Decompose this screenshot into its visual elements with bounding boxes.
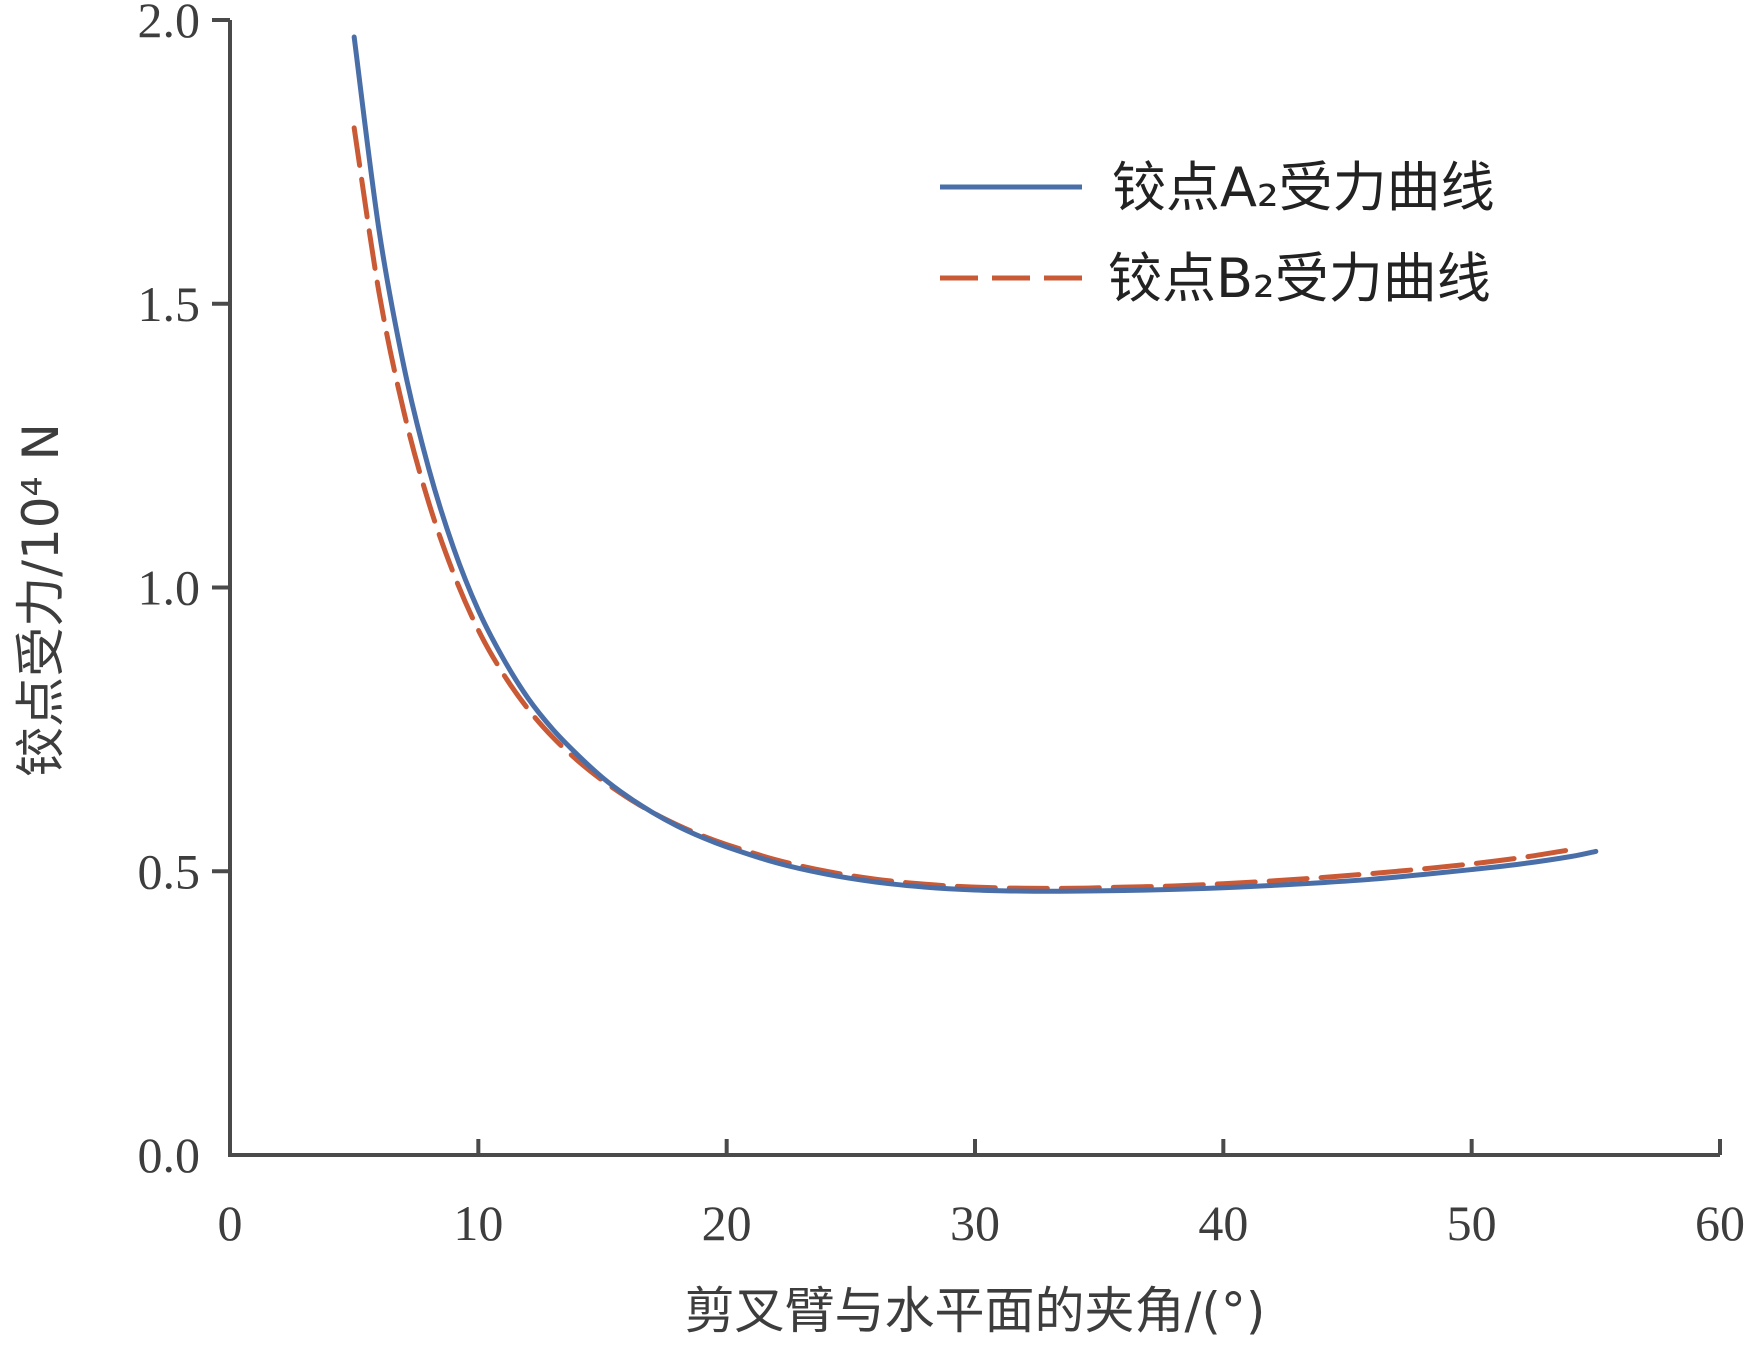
x-tick-label: 50 bbox=[1447, 1195, 1497, 1251]
series-line-b2 bbox=[351, 125, 1574, 891]
x-tick-label: 60 bbox=[1695, 1195, 1745, 1251]
legend: 铰点A₂受力曲线 铰点B₂受力曲线 bbox=[940, 156, 1495, 310]
y-tick-label: 0.5 bbox=[138, 843, 201, 899]
x-tick-label: 10 bbox=[453, 1195, 503, 1251]
x-tick-label: 20 bbox=[702, 1195, 752, 1251]
ticks bbox=[212, 18, 1722, 1155]
y-tick-label: 0.0 bbox=[138, 1127, 201, 1183]
x-tick-label: 30 bbox=[950, 1195, 1000, 1251]
axes bbox=[228, 20, 1720, 1157]
y-axis-title: 铰点受力/10⁴ N bbox=[12, 423, 70, 777]
x-tick-label: 0 bbox=[218, 1195, 243, 1251]
x-axis-title: 剪叉臂与水平面的夹角/(°) bbox=[685, 1282, 1266, 1340]
tick-labels: 0 10 20 30 40 50 60 0.0 0.5 1.0 1.5 2.0 bbox=[138, 0, 1746, 1251]
x-tick-label: 40 bbox=[1198, 1195, 1248, 1251]
series-layer bbox=[351, 34, 1599, 894]
series-line-a2 bbox=[351, 34, 1599, 894]
legend-label-series-b: 铰点B₂受力曲线 bbox=[1108, 247, 1491, 310]
legend-label-series-a: 铰点A₂受力曲线 bbox=[1112, 156, 1495, 219]
y-tick-label: 1.0 bbox=[138, 560, 201, 616]
y-tick-label: 1.5 bbox=[138, 276, 201, 332]
y-tick-label: 2.0 bbox=[138, 0, 201, 48]
